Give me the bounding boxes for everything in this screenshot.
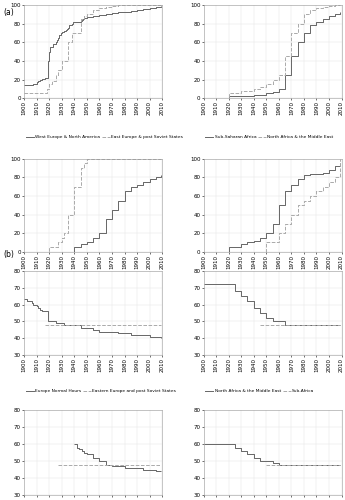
Text: (a): (a)	[3, 8, 14, 16]
Legend: Sub-Saharan Africa, North Africa & the Middle East: Sub-Saharan Africa, North Africa & the M…	[204, 134, 335, 141]
Text: (b): (b)	[3, 250, 14, 259]
Legend: West Europe & North America, East Europe & post Soviet States: West Europe & North America, East Europe…	[24, 134, 185, 141]
Legend: Asia, Pacific: Asia, Pacific	[204, 287, 250, 295]
Legend: North Africa & the Middle East, Sub-Africa: North Africa & the Middle East, Sub-Afri…	[204, 388, 316, 395]
Legend: Caribbean, Latin America: Caribbean, Latin America	[24, 287, 100, 295]
Legend: Europe Normal Hours, Eastern Europe and post Soviet States: Europe Normal Hours, Eastern Europe and …	[24, 388, 178, 395]
